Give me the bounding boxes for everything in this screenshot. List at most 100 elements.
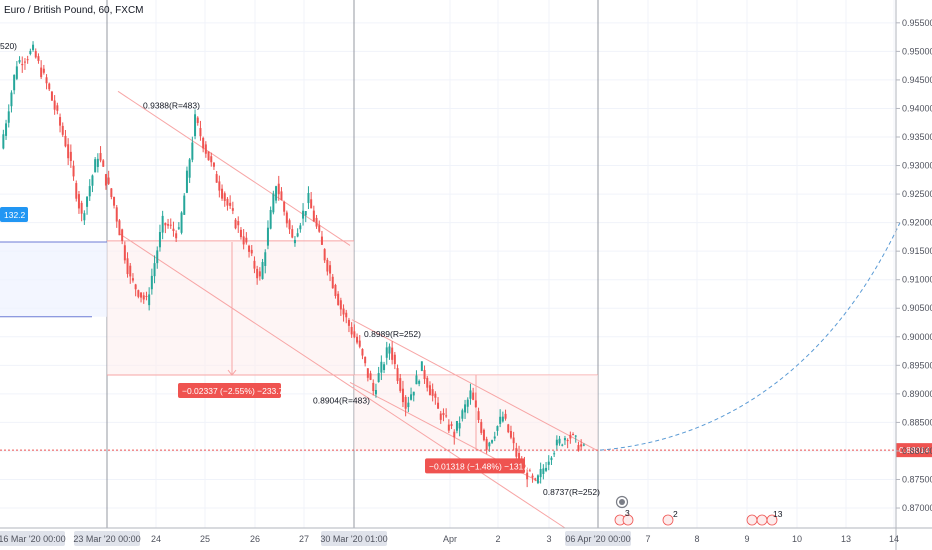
candle-body	[21, 63, 24, 66]
y-tick-label: 0.93000	[902, 161, 932, 171]
candle-body	[353, 331, 356, 338]
candle-body	[526, 472, 529, 480]
candle-body	[167, 224, 170, 226]
candle-body	[391, 347, 394, 360]
candle-body	[53, 100, 56, 110]
candle-body	[126, 258, 129, 275]
candle-body	[299, 225, 302, 230]
candle-body	[499, 416, 502, 424]
candle-body	[356, 336, 359, 343]
x-tick-label: 14	[889, 534, 899, 544]
candle-body	[515, 448, 518, 457]
event-count: 3	[625, 508, 630, 518]
candle-body	[418, 380, 421, 384]
event-flag-icon[interactable]	[622, 514, 634, 526]
candle-body	[550, 457, 553, 461]
candle-body	[23, 61, 26, 63]
x-tick-label: 06 Apr '20 00:00	[565, 534, 630, 544]
candle-body	[366, 368, 369, 378]
price-annotation: 0.8737(R=252)	[543, 487, 600, 497]
candle-body	[7, 111, 10, 123]
candle-body	[312, 210, 315, 222]
candle-body	[445, 415, 448, 417]
event-flag-icon[interactable]	[766, 514, 778, 526]
candle-body	[202, 137, 205, 149]
candle-body	[129, 265, 132, 277]
event-count: 13	[773, 509, 783, 519]
candle-body	[566, 440, 569, 442]
candle-body	[474, 400, 477, 408]
channel-line	[351, 319, 599, 452]
candle-body	[113, 197, 116, 206]
x-tick-label: 8	[694, 534, 699, 544]
candle-body	[545, 467, 548, 471]
channel-line	[117, 90, 351, 246]
candle-body	[388, 346, 391, 354]
candle-body	[304, 211, 307, 216]
candle-body	[466, 399, 469, 407]
event-marker-icon	[619, 499, 625, 505]
candle-body	[377, 373, 380, 383]
candle-body	[64, 135, 67, 147]
y-tick-label: 0.92500	[902, 189, 932, 199]
candle-body	[175, 233, 178, 239]
candle-body	[420, 361, 423, 371]
candle-body	[32, 44, 35, 50]
candle-body	[455, 420, 458, 431]
candle-body	[555, 439, 558, 446]
y-tick-label: 0.87000	[902, 503, 932, 513]
candle-body	[15, 66, 18, 79]
candle-body	[396, 368, 399, 381]
candle-body	[99, 153, 102, 161]
candle-body	[296, 233, 299, 237]
candle-body	[94, 159, 97, 173]
candle-body	[415, 375, 418, 385]
candle-body	[577, 445, 580, 451]
candle-body	[315, 217, 318, 227]
candle-body	[18, 60, 21, 63]
candle-body	[580, 444, 583, 447]
candle-body	[37, 56, 40, 61]
candle-body	[342, 308, 345, 315]
event-flag-icon[interactable]	[756, 514, 768, 526]
candle-body	[196, 117, 199, 123]
candle-body	[67, 144, 70, 159]
candle-body	[134, 284, 137, 290]
y-tick-label: 0.92000	[902, 218, 932, 228]
candle-body	[137, 290, 140, 297]
y-tick-label: 0.91500	[902, 246, 932, 256]
candle-body	[169, 224, 172, 226]
candle-body	[258, 271, 261, 277]
candle-body	[561, 444, 564, 446]
candle-body	[229, 202, 232, 206]
candle-body	[107, 177, 110, 184]
price-annotation: 520)	[0, 41, 17, 51]
candle-body	[410, 394, 413, 400]
x-tick-label: 25	[200, 534, 210, 544]
event-flag-icon[interactable]	[662, 514, 674, 526]
candle-body	[88, 186, 91, 197]
candle-body	[226, 198, 229, 206]
candle-body	[172, 228, 175, 231]
event-flag-icon[interactable]	[746, 514, 758, 526]
candle-body	[542, 468, 545, 474]
x-tick-label: 16 Mar '20 00:00	[0, 534, 66, 544]
candle-body	[485, 438, 488, 450]
candle-body	[48, 83, 51, 90]
overlay-layer: 0.88014 0.9388(R=483) 0.8904(R=483) 0.8989(…	[0, 41, 932, 526]
candle-body	[464, 404, 467, 413]
candle-body	[339, 300, 342, 310]
blue-zone	[0, 242, 107, 317]
candle-body	[493, 436, 496, 439]
candle-body	[385, 347, 388, 358]
candle-body	[148, 294, 151, 306]
candle-body	[453, 431, 456, 438]
candle-body	[504, 413, 507, 419]
candle-body	[488, 442, 491, 447]
candle-body	[204, 144, 207, 154]
candle-body	[412, 391, 415, 396]
candle-body	[439, 413, 442, 420]
